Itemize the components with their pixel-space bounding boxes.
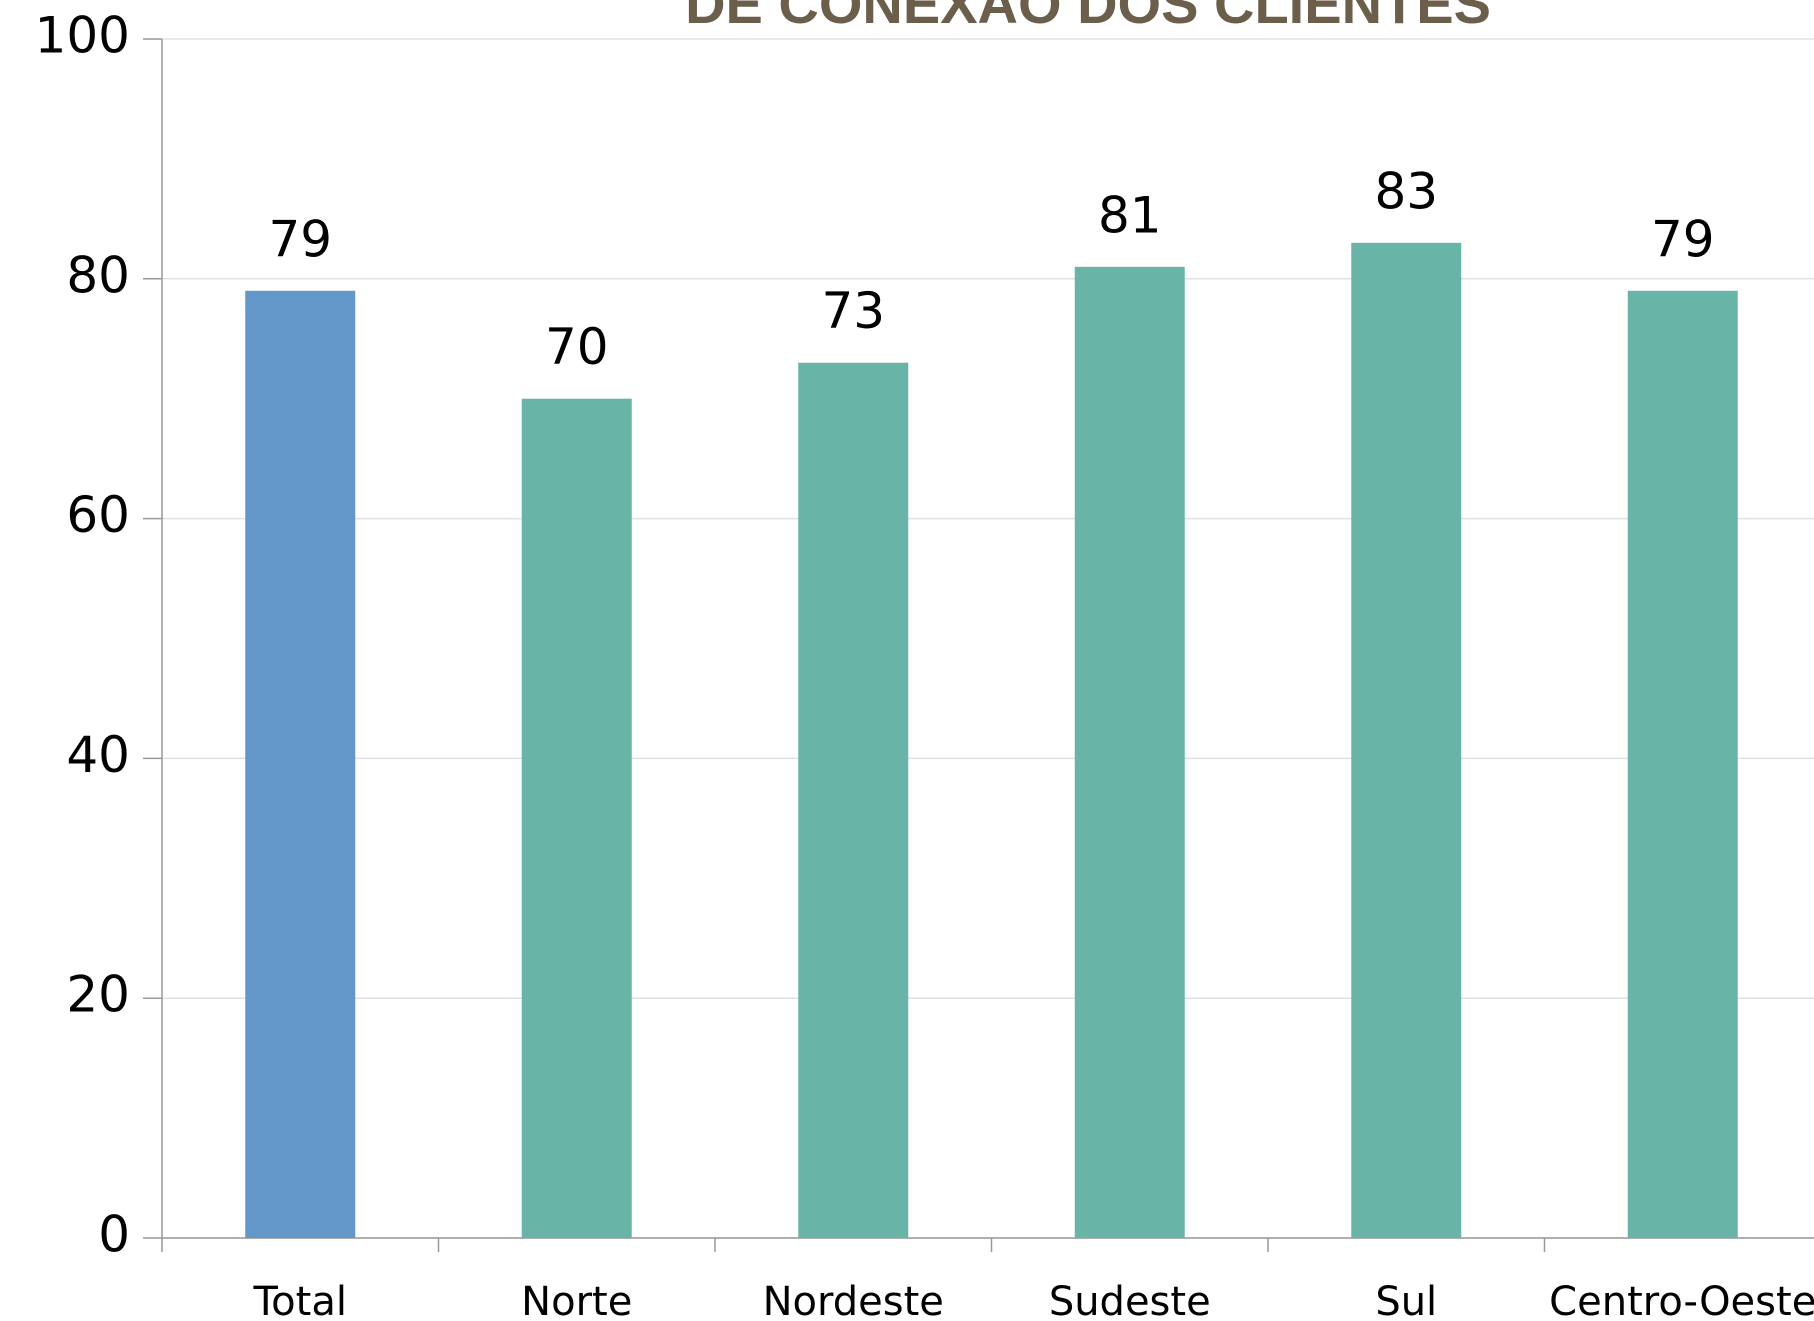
value-label: 73 — [821, 282, 885, 340]
chart-title: DE CONEXÃO DOS CLIENTES — [685, 0, 1491, 35]
value-label: 83 — [1374, 162, 1438, 220]
y-tick-label: 20 — [66, 966, 130, 1024]
x-tick-label: Centro-Oeste — [1549, 1279, 1814, 1321]
bar — [1351, 242, 1462, 1238]
y-tick-label: 80 — [66, 246, 130, 304]
bar — [245, 290, 356, 1238]
value-label: 79 — [1651, 210, 1715, 268]
value-label: 79 — [268, 210, 332, 268]
bar — [521, 398, 632, 1238]
x-tick-label: Nordeste — [763, 1279, 944, 1321]
x-tick-label: Norte — [521, 1279, 632, 1321]
bar — [1074, 266, 1185, 1238]
bar — [1627, 290, 1738, 1238]
y-tick-label: 60 — [66, 486, 130, 544]
bar — [798, 362, 909, 1239]
y-tick-label: 100 — [35, 7, 130, 65]
value-label: 70 — [545, 318, 609, 376]
y-tick-label: 0 — [98, 1206, 130, 1264]
x-tick-label: Total — [253, 1279, 347, 1321]
x-tick-label: Sudeste — [1049, 1279, 1211, 1321]
value-label: 81 — [1098, 186, 1162, 244]
y-tick-label: 40 — [66, 726, 130, 784]
x-tick-label: Sul — [1375, 1279, 1437, 1321]
